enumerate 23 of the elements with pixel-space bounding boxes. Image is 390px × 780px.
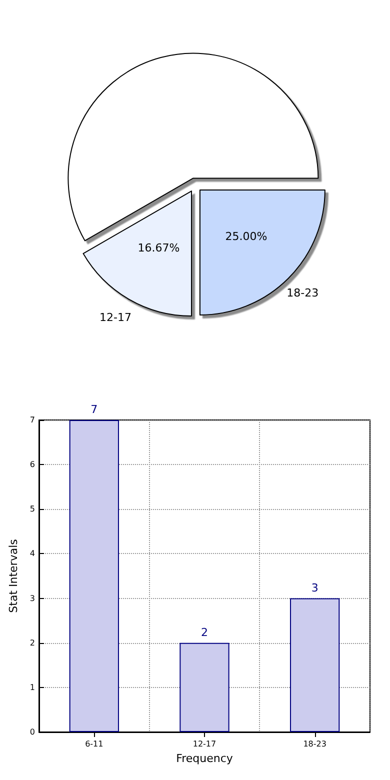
bar: [69, 420, 119, 732]
data-label: 25.00%: [225, 230, 268, 243]
y-tick-label: 3: [30, 594, 35, 603]
x-tick-label: 6-11: [85, 740, 104, 748]
y-tick-label: 0: [30, 728, 35, 736]
y-tick-label: 2: [30, 638, 35, 648]
x-axis-title: Frequency: [176, 752, 234, 765]
slice-label: 12-17: [99, 311, 132, 324]
y-tick-label: 1: [30, 682, 35, 692]
x-tick-label: 12-17: [192, 740, 216, 748]
y-tick-label: 5: [30, 504, 35, 514]
data-label: 7: [90, 403, 98, 416]
y-tick-label: 6: [30, 460, 35, 470]
slice-label: 18-23: [286, 286, 319, 300]
y-tick-label: 4: [30, 549, 35, 558]
data-label: 16.67%: [138, 241, 180, 254]
bar: [290, 598, 340, 732]
data-label: 2: [200, 626, 208, 639]
y-tick-label: 7: [30, 416, 35, 424]
y-axis-title: Stat Intervals: [7, 538, 20, 613]
x-tick-label: 18-23: [303, 740, 326, 748]
bar: [180, 642, 230, 732]
data-label: 3: [311, 581, 318, 594]
